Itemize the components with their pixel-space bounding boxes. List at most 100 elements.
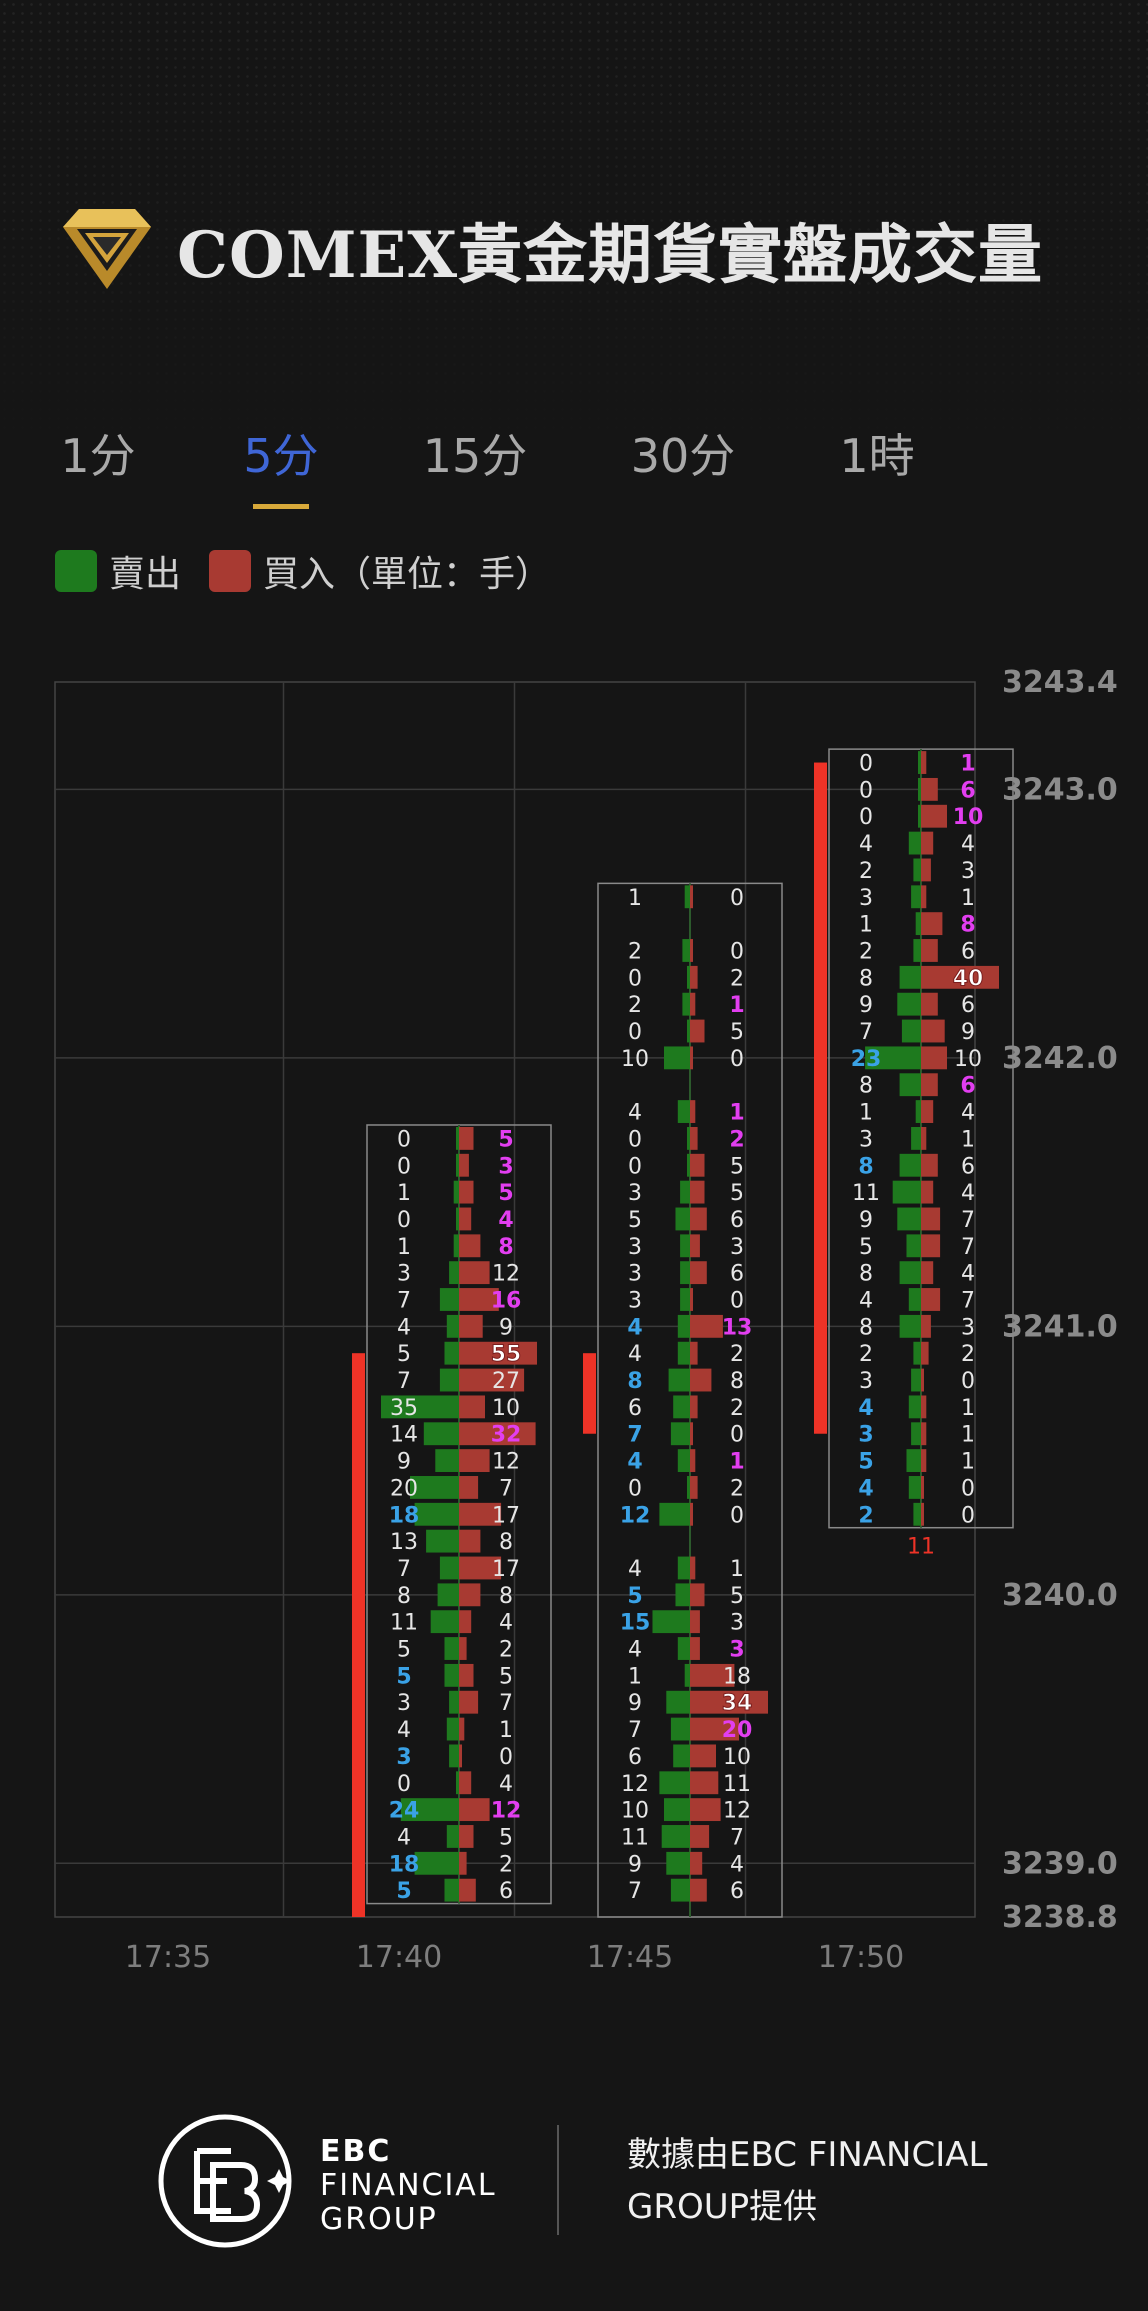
sell-volume-bar (913, 1502, 921, 1526)
data-source-text: 數據由EBC FINANCIAL GROUP提供 (627, 2135, 988, 2227)
buy-volume-bar (459, 1449, 490, 1473)
sell-volume-bar (897, 1207, 921, 1231)
sell-volume-bar (439, 1288, 459, 1311)
sell-volume-label: 5 (396, 1879, 411, 1904)
buy-volume-bar (459, 1395, 485, 1419)
legend-buy-label: 買入（單位：手） (263, 554, 552, 595)
sell-volume-label: 3 (628, 1181, 642, 1206)
buy-volume-label: 1 (961, 1450, 975, 1475)
sell-volume-bar (908, 1476, 921, 1499)
buy-volume-label: 40 (953, 966, 984, 991)
buy-volume-label: 2 (499, 1852, 513, 1877)
buy-volume-bar (690, 1771, 719, 1795)
buy-volume-bar (690, 1207, 707, 1231)
gold-diamond-icon (63, 209, 151, 289)
buy-volume-label: 17 (492, 1503, 520, 1528)
sell-volume-label: 4 (627, 1450, 642, 1475)
buy-volume-label: 2 (730, 1476, 744, 1501)
buy-volume-label: 2 (730, 966, 744, 991)
sell-volume-bar (911, 1126, 921, 1150)
tab-5min[interactable]: 5分 (243, 429, 319, 483)
sell-volume-label: 4 (859, 832, 873, 857)
sell-volume-label: 7 (627, 1423, 642, 1448)
buy-volume-bar (921, 912, 943, 936)
brand-line-3: GROUP (320, 2202, 438, 2237)
sell-volume-bar (677, 1637, 690, 1660)
buy-volume-bar (690, 1583, 705, 1607)
buy-volume-bar (921, 1314, 931, 1338)
sell-volume-label: 5 (397, 1638, 411, 1663)
sell-volume-bar (444, 1341, 459, 1365)
sell-volume-bar (449, 1261, 459, 1285)
buy-volume-label: 6 (961, 993, 975, 1018)
buy-volume-label: 1 (729, 993, 744, 1018)
buy-volume-bar (690, 939, 693, 962)
sell-volume-bar (913, 858, 921, 882)
buy-volume-label: 16 (491, 1289, 522, 1314)
sell-volume-label: 3 (858, 1423, 873, 1448)
tab-30min[interactable]: 30分 (630, 429, 736, 483)
page-title: COMEX黃金期貨實盤成交量 (177, 218, 1043, 293)
buy-volume-label: 5 (499, 1664, 513, 1689)
sell-volume-bar (446, 1314, 459, 1338)
sell-volume-label: 7 (397, 1369, 411, 1394)
sell-volume-bar (673, 1395, 690, 1419)
sell-volume-bar (670, 1878, 690, 1902)
buy-volume-label: 11 (723, 1772, 751, 1797)
tab-1hour[interactable]: 1時 (839, 429, 915, 483)
buy-volume-label: 0 (730, 1423, 744, 1448)
sell-volume-bar (680, 1261, 690, 1285)
buy-volume-bar (690, 1825, 710, 1848)
buy-volume-bar (690, 1798, 721, 1822)
buy-volume-label: 0 (961, 1476, 975, 1501)
tab-15min[interactable]: 15分 (422, 429, 528, 483)
sell-volume-label: 20 (390, 1476, 418, 1501)
buy-volume-label: 10 (723, 1745, 751, 1770)
sell-volume-bar (906, 1234, 921, 1258)
sell-volume-bar (913, 1341, 921, 1365)
buy-volume-bar (459, 1153, 469, 1177)
x-tick-label: 17:50 (818, 1940, 904, 1975)
sell-volume-label: 6 (628, 1396, 642, 1421)
buy-volume-label: 2 (730, 1342, 744, 1367)
buy-volume-bar (921, 1126, 927, 1150)
sell-volume-label: 0 (859, 805, 873, 830)
sell-volume-label: 8 (627, 1369, 642, 1394)
sell-volume-bar (439, 1556, 459, 1580)
buy-volume-bar (921, 885, 927, 909)
sell-volume-bar (918, 777, 921, 801)
buy-volume-bar (690, 1314, 723, 1338)
sell-volume-label: 5 (627, 1584, 642, 1609)
buy-volume-bar (921, 1368, 924, 1392)
sell-volume-bar (414, 1502, 459, 1526)
tab-1min[interactable]: 1分 (60, 429, 136, 483)
sell-volume-label: 0 (628, 1154, 642, 1179)
sell-volume-bar (414, 1851, 459, 1875)
sell-volume-label: 4 (628, 1638, 642, 1663)
buy-volume-label: 6 (960, 778, 975, 803)
buy-volume-label: 4 (961, 832, 975, 857)
sell-volume-bar (673, 1744, 690, 1768)
sell-volume-label: 3 (397, 1262, 411, 1287)
sell-volume-label: 0 (628, 1127, 642, 1152)
buy-volume-label: 10 (492, 1396, 520, 1421)
buy-volume-bar (690, 1449, 696, 1473)
buy-volume-label: 7 (961, 1235, 975, 1260)
sell-volume-label: 4 (628, 1101, 642, 1126)
sell-volume-label: 7 (628, 1879, 642, 1904)
sell-swatch (55, 550, 97, 592)
buy-volume-bar (921, 1234, 941, 1258)
buy-volume-bar (921, 1422, 927, 1446)
sell-volume-label: 23 (851, 1047, 882, 1072)
buy-volume-label: 2 (729, 1127, 744, 1152)
sell-volume-label: 1 (859, 913, 873, 938)
candle-body (352, 1353, 365, 1917)
sell-volume-bar (677, 1556, 690, 1580)
buy-volume-label: 5 (730, 1584, 744, 1609)
buy-volume-label: 5 (498, 1181, 513, 1206)
sell-volume-bar (899, 1073, 921, 1097)
sell-volume-label: 1 (397, 1235, 411, 1260)
sell-volume-label: 8 (859, 1315, 873, 1340)
sell-volume-bar (666, 1690, 690, 1714)
sell-volume-label: 4 (859, 1289, 873, 1314)
